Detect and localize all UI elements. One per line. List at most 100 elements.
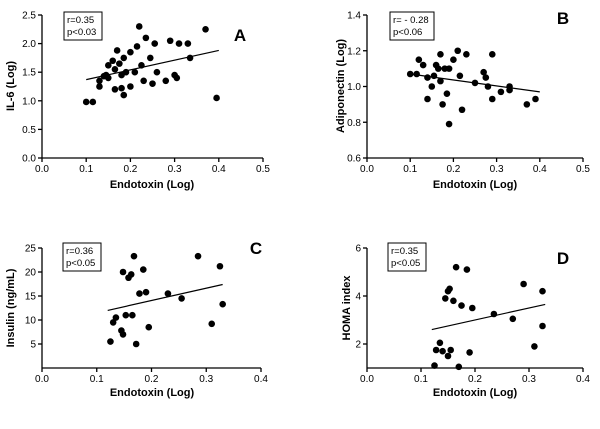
data-point bbox=[424, 74, 431, 81]
data-point bbox=[497, 88, 505, 96]
data-point bbox=[437, 77, 444, 85]
y-tick-label: 15 bbox=[25, 292, 37, 303]
data-point bbox=[175, 40, 183, 47]
data-point bbox=[151, 40, 159, 47]
x-axis-title: Endotoxin (Log) bbox=[110, 179, 195, 191]
panel-b-adiponectin: 0.0 0.1 0.2 0.3 0.4 0.5 0.6 0.8 1.0 1.2 1.4 Endotox… bbox=[335, 9, 590, 191]
y-axis-title: Insulin (ng/mL) bbox=[5, 268, 17, 347]
y-tick-label: 0.8 bbox=[347, 118, 361, 129]
data-point bbox=[520, 280, 527, 288]
data-point bbox=[532, 95, 539, 103]
y-tick-label: 2 bbox=[355, 340, 361, 351]
data-point bbox=[120, 91, 128, 99]
data-point bbox=[531, 343, 538, 350]
data-point bbox=[539, 287, 546, 295]
data-point bbox=[105, 62, 112, 69]
data-point bbox=[455, 363, 463, 371]
data-point bbox=[120, 54, 128, 62]
data-point bbox=[109, 319, 117, 326]
x-tick-label: 0.0 bbox=[35, 164, 49, 175]
data-point bbox=[480, 68, 487, 76]
data-point bbox=[127, 83, 134, 90]
y-tick-label: 0.6 bbox=[347, 154, 361, 165]
data-point bbox=[131, 68, 139, 76]
data-point bbox=[219, 300, 226, 308]
x-tick-label: 0.0 bbox=[360, 374, 374, 385]
regression-line bbox=[107, 283, 223, 311]
data-point bbox=[142, 288, 150, 296]
x-tick-label: 0.1 bbox=[90, 374, 104, 385]
y-tick-label: 25 bbox=[25, 244, 37, 255]
y-tick-label: 0.0 bbox=[22, 154, 36, 165]
data-point bbox=[442, 295, 449, 302]
x-tick-label: 0.1 bbox=[403, 164, 417, 175]
data-point bbox=[136, 290, 143, 297]
x-tick-label: 0.4 bbox=[254, 374, 268, 385]
data-point bbox=[112, 314, 120, 321]
x-tick-label: 0.3 bbox=[490, 164, 504, 175]
x-tick-label: 0.2 bbox=[123, 164, 137, 175]
x-axis-title: Endotoxin (Log) bbox=[110, 387, 195, 399]
data-point bbox=[446, 285, 453, 293]
data-point bbox=[439, 347, 446, 355]
data-point bbox=[434, 65, 442, 72]
data-point bbox=[164, 290, 172, 297]
data-point bbox=[107, 338, 114, 345]
x-tick-label: 0.2 bbox=[468, 374, 482, 385]
data-point bbox=[146, 54, 154, 62]
data-point bbox=[458, 106, 466, 114]
x-tick-label: 0.5 bbox=[256, 164, 270, 175]
panel-letter: A bbox=[234, 26, 246, 45]
data-point bbox=[153, 68, 161, 76]
data-point bbox=[444, 352, 452, 360]
data-point bbox=[458, 302, 465, 309]
data-point bbox=[424, 95, 431, 103]
x-tick-label: 0.4 bbox=[533, 164, 547, 175]
correlation-r-label: r=0.35 bbox=[391, 246, 418, 257]
data-point bbox=[89, 98, 97, 106]
stats-box bbox=[62, 242, 102, 272]
panel-letter: D bbox=[557, 249, 569, 268]
data-point bbox=[456, 72, 464, 80]
y-tick-label: 2.0 bbox=[22, 39, 36, 50]
x-tick-label: 0.0 bbox=[360, 164, 374, 175]
y-tick-label: 20 bbox=[25, 268, 37, 279]
correlation-r-label: r=0.35 bbox=[67, 15, 94, 26]
data-point bbox=[118, 84, 125, 92]
data-point bbox=[437, 51, 444, 58]
data-point bbox=[132, 340, 140, 348]
y-tick-label: 1.0 bbox=[22, 96, 36, 107]
data-point bbox=[142, 34, 150, 42]
data-point bbox=[119, 331, 127, 338]
y-axis-title: HOMA index bbox=[341, 275, 353, 341]
regression-line bbox=[86, 49, 219, 81]
data-point bbox=[463, 266, 471, 273]
data-point bbox=[216, 262, 224, 270]
data-point bbox=[447, 346, 455, 354]
data-point bbox=[140, 77, 147, 85]
y-tick-label: 1.4 bbox=[347, 11, 361, 22]
x-axis-title: Endotoxin (Log) bbox=[433, 387, 518, 399]
x-tick-label: 0.1 bbox=[79, 164, 93, 175]
data-point bbox=[419, 61, 427, 69]
y-tick-label: 1.5 bbox=[22, 68, 36, 79]
data-point bbox=[111, 66, 119, 73]
x-tick-label: 0.2 bbox=[446, 164, 460, 175]
data-point bbox=[445, 65, 453, 72]
data-point bbox=[469, 304, 476, 312]
data-point bbox=[111, 86, 119, 93]
data-point bbox=[122, 311, 130, 319]
data-point bbox=[415, 56, 423, 63]
data-point bbox=[133, 43, 141, 50]
data-point bbox=[509, 315, 517, 323]
y-tick-label: 1.2 bbox=[347, 46, 361, 57]
data-point bbox=[113, 47, 121, 54]
data-point bbox=[109, 57, 117, 65]
y-tick-label: 4 bbox=[355, 292, 361, 303]
data-point bbox=[135, 23, 143, 30]
data-point bbox=[127, 271, 135, 278]
data-point bbox=[213, 94, 220, 102]
x-tick-label: 0.0 bbox=[35, 374, 49, 385]
regression-line bbox=[410, 73, 540, 93]
